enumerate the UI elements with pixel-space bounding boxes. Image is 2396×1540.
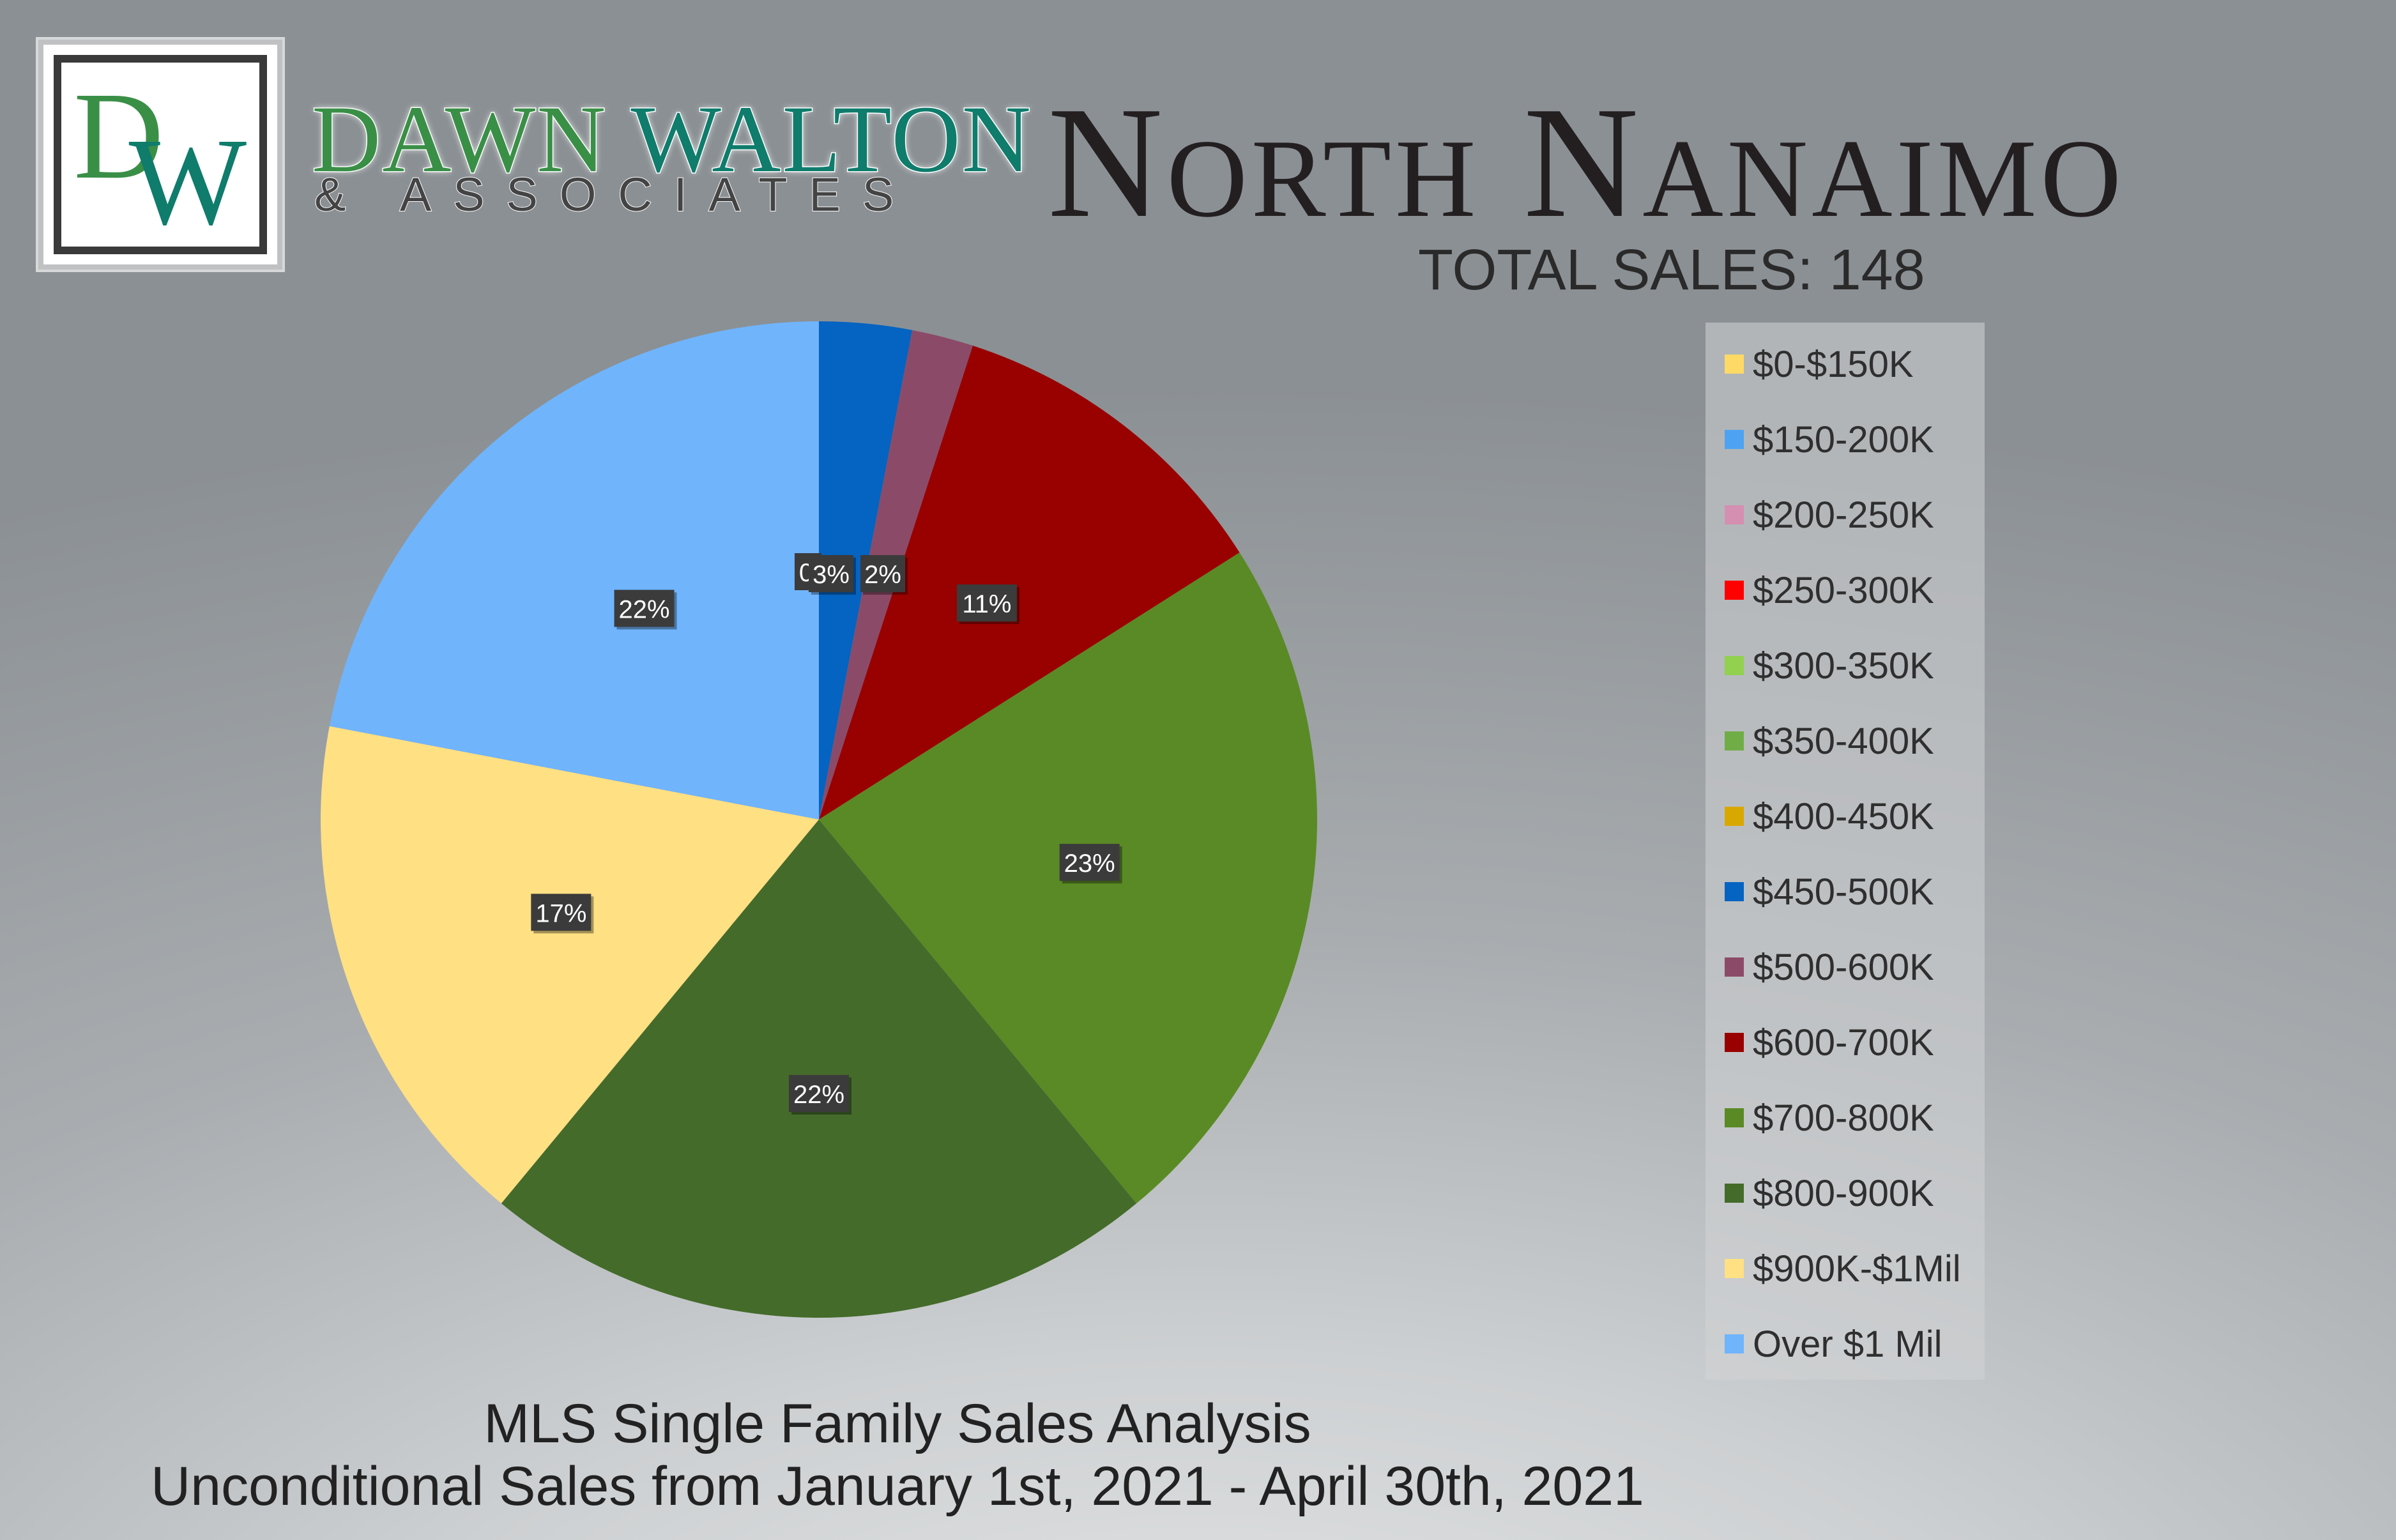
data-label-box	[1059, 844, 1120, 881]
pie-slice-900k-1mil	[320, 726, 819, 1204]
data-label-box	[789, 1075, 849, 1112]
footer-title: MLS Single Family Sales Analysis	[484, 1393, 1311, 1454]
logo: D W	[38, 40, 282, 270]
data-label-box	[614, 590, 675, 627]
data-label-text: 17%	[535, 899, 586, 927]
chart-legend: $0-$150K $150-200K $200-250K $250-300K $300-…	[1705, 323, 1985, 1380]
legend-swatch	[1725, 581, 1744, 600]
legend-label: $700-800K	[1753, 1097, 1934, 1139]
brand-name-part2: WALTON	[630, 86, 1033, 194]
legend-label: $300-350K	[1753, 644, 1934, 687]
pie-slice-over-1-mil	[329, 321, 819, 820]
legend-label: $150-200K	[1753, 418, 1934, 461]
legend-item-700-800k: $700-800K	[1725, 1092, 1934, 1143]
pie-slice-600-700k	[819, 346, 1240, 820]
legend-item-600-700k: $600-700K	[1725, 1017, 1934, 1068]
logo-monogram: D W	[73, 67, 247, 247]
data-label-text: 11%	[962, 590, 1011, 618]
legend-item-200-250k: $200-250K	[1725, 489, 1934, 540]
logo-letter-d: D	[73, 67, 164, 205]
data-label-box	[809, 555, 853, 592]
legend-swatch	[1725, 1259, 1744, 1278]
legend-item-150-200k: $150-200K	[1725, 414, 1934, 465]
data-label-text: 3%	[813, 561, 850, 589]
brand-subtitle: & ASSOCIATES	[314, 167, 916, 222]
legend-item-250-300k: $250-300K	[1725, 565, 1934, 616]
legend-item-0-150k: $0-$150K	[1725, 339, 1914, 390]
legend-swatch	[1725, 807, 1744, 826]
legend-item-400-450k: $400-450K	[1725, 791, 1934, 842]
legend-label: $500-600K	[1753, 946, 1934, 988]
legend-swatch	[1725, 1334, 1744, 1353]
pie-slice-800-900k	[501, 820, 1137, 1318]
legend-label: $800-900K	[1753, 1172, 1934, 1214]
brand-name: DAWN WALTON	[310, 84, 1033, 194]
legend-item-800-900k: $800-900K	[1725, 1168, 1934, 1219]
legend-swatch	[1725, 656, 1744, 675]
legend-swatch	[1725, 355, 1744, 374]
total-sales: TOTAL SALES: 148	[1418, 238, 1925, 302]
legend-item-500-600k: $500-600K	[1725, 942, 1934, 993]
data-label-text: 22%	[793, 1081, 844, 1109]
legend-swatch	[1725, 430, 1744, 449]
legend-label: $200-250K	[1753, 494, 1934, 536]
data-label-500-600k: 2%	[860, 555, 908, 595]
data-label-text: 22%	[619, 595, 670, 623]
legend-swatch	[1725, 1033, 1744, 1052]
legend-item-300-350k: $300-350K	[1725, 640, 1934, 691]
data-label-over-1-mil: 22%	[614, 590, 677, 630]
legend-swatch	[1725, 731, 1744, 751]
legend-label: $600-700K	[1753, 1021, 1934, 1064]
legend-label: $450-500K	[1753, 871, 1934, 913]
legend-label: Over $1 Mil	[1753, 1323, 1942, 1365]
data-label-800-900k: 22%	[789, 1075, 851, 1115]
legend-label: $400-450K	[1753, 795, 1934, 837]
legend-swatch	[1725, 1108, 1744, 1127]
legend-item-450-500k: $450-500K	[1725, 866, 1934, 917]
data-label-600-700k: 11%	[956, 584, 1019, 625]
data-label-box	[531, 894, 591, 931]
page-title: North Nanaimo	[1048, 74, 2125, 251]
brand-name-part1: DAWN	[310, 86, 631, 194]
data-label-text: 23%	[1064, 850, 1115, 878]
footer-date-range: Unconditional Sales from January 1st, 20…	[151, 1456, 1644, 1517]
legend-item-350-400k: $350-400K	[1725, 715, 1934, 766]
legend-swatch	[1725, 505, 1744, 524]
logo-letter-w: W	[129, 113, 247, 247]
legend-item-over-1-mil: Over $1 Mil	[1725, 1318, 1942, 1369]
data-label-text: 2%	[864, 561, 901, 589]
legend-item-900k-1mil: $900K-$1Mil	[1725, 1243, 1961, 1294]
data-label-box	[860, 555, 905, 592]
data-label-700-800k: 23%	[1059, 844, 1122, 884]
logo-frame: D W	[54, 55, 267, 254]
legend-label: $0-$150K	[1753, 343, 1914, 385]
legend-label: $350-400K	[1753, 720, 1934, 762]
legend-label: $250-300K	[1753, 569, 1934, 611]
legend-swatch	[1725, 882, 1744, 901]
legend-swatch	[1725, 957, 1744, 977]
data-label-450-500k: 3%	[809, 555, 856, 595]
data-label-box	[956, 584, 1017, 622]
data-label-900k-1mil: 17%	[531, 894, 594, 934]
legend-label: $900K-$1Mil	[1753, 1247, 1961, 1290]
legend-swatch	[1725, 1184, 1744, 1203]
